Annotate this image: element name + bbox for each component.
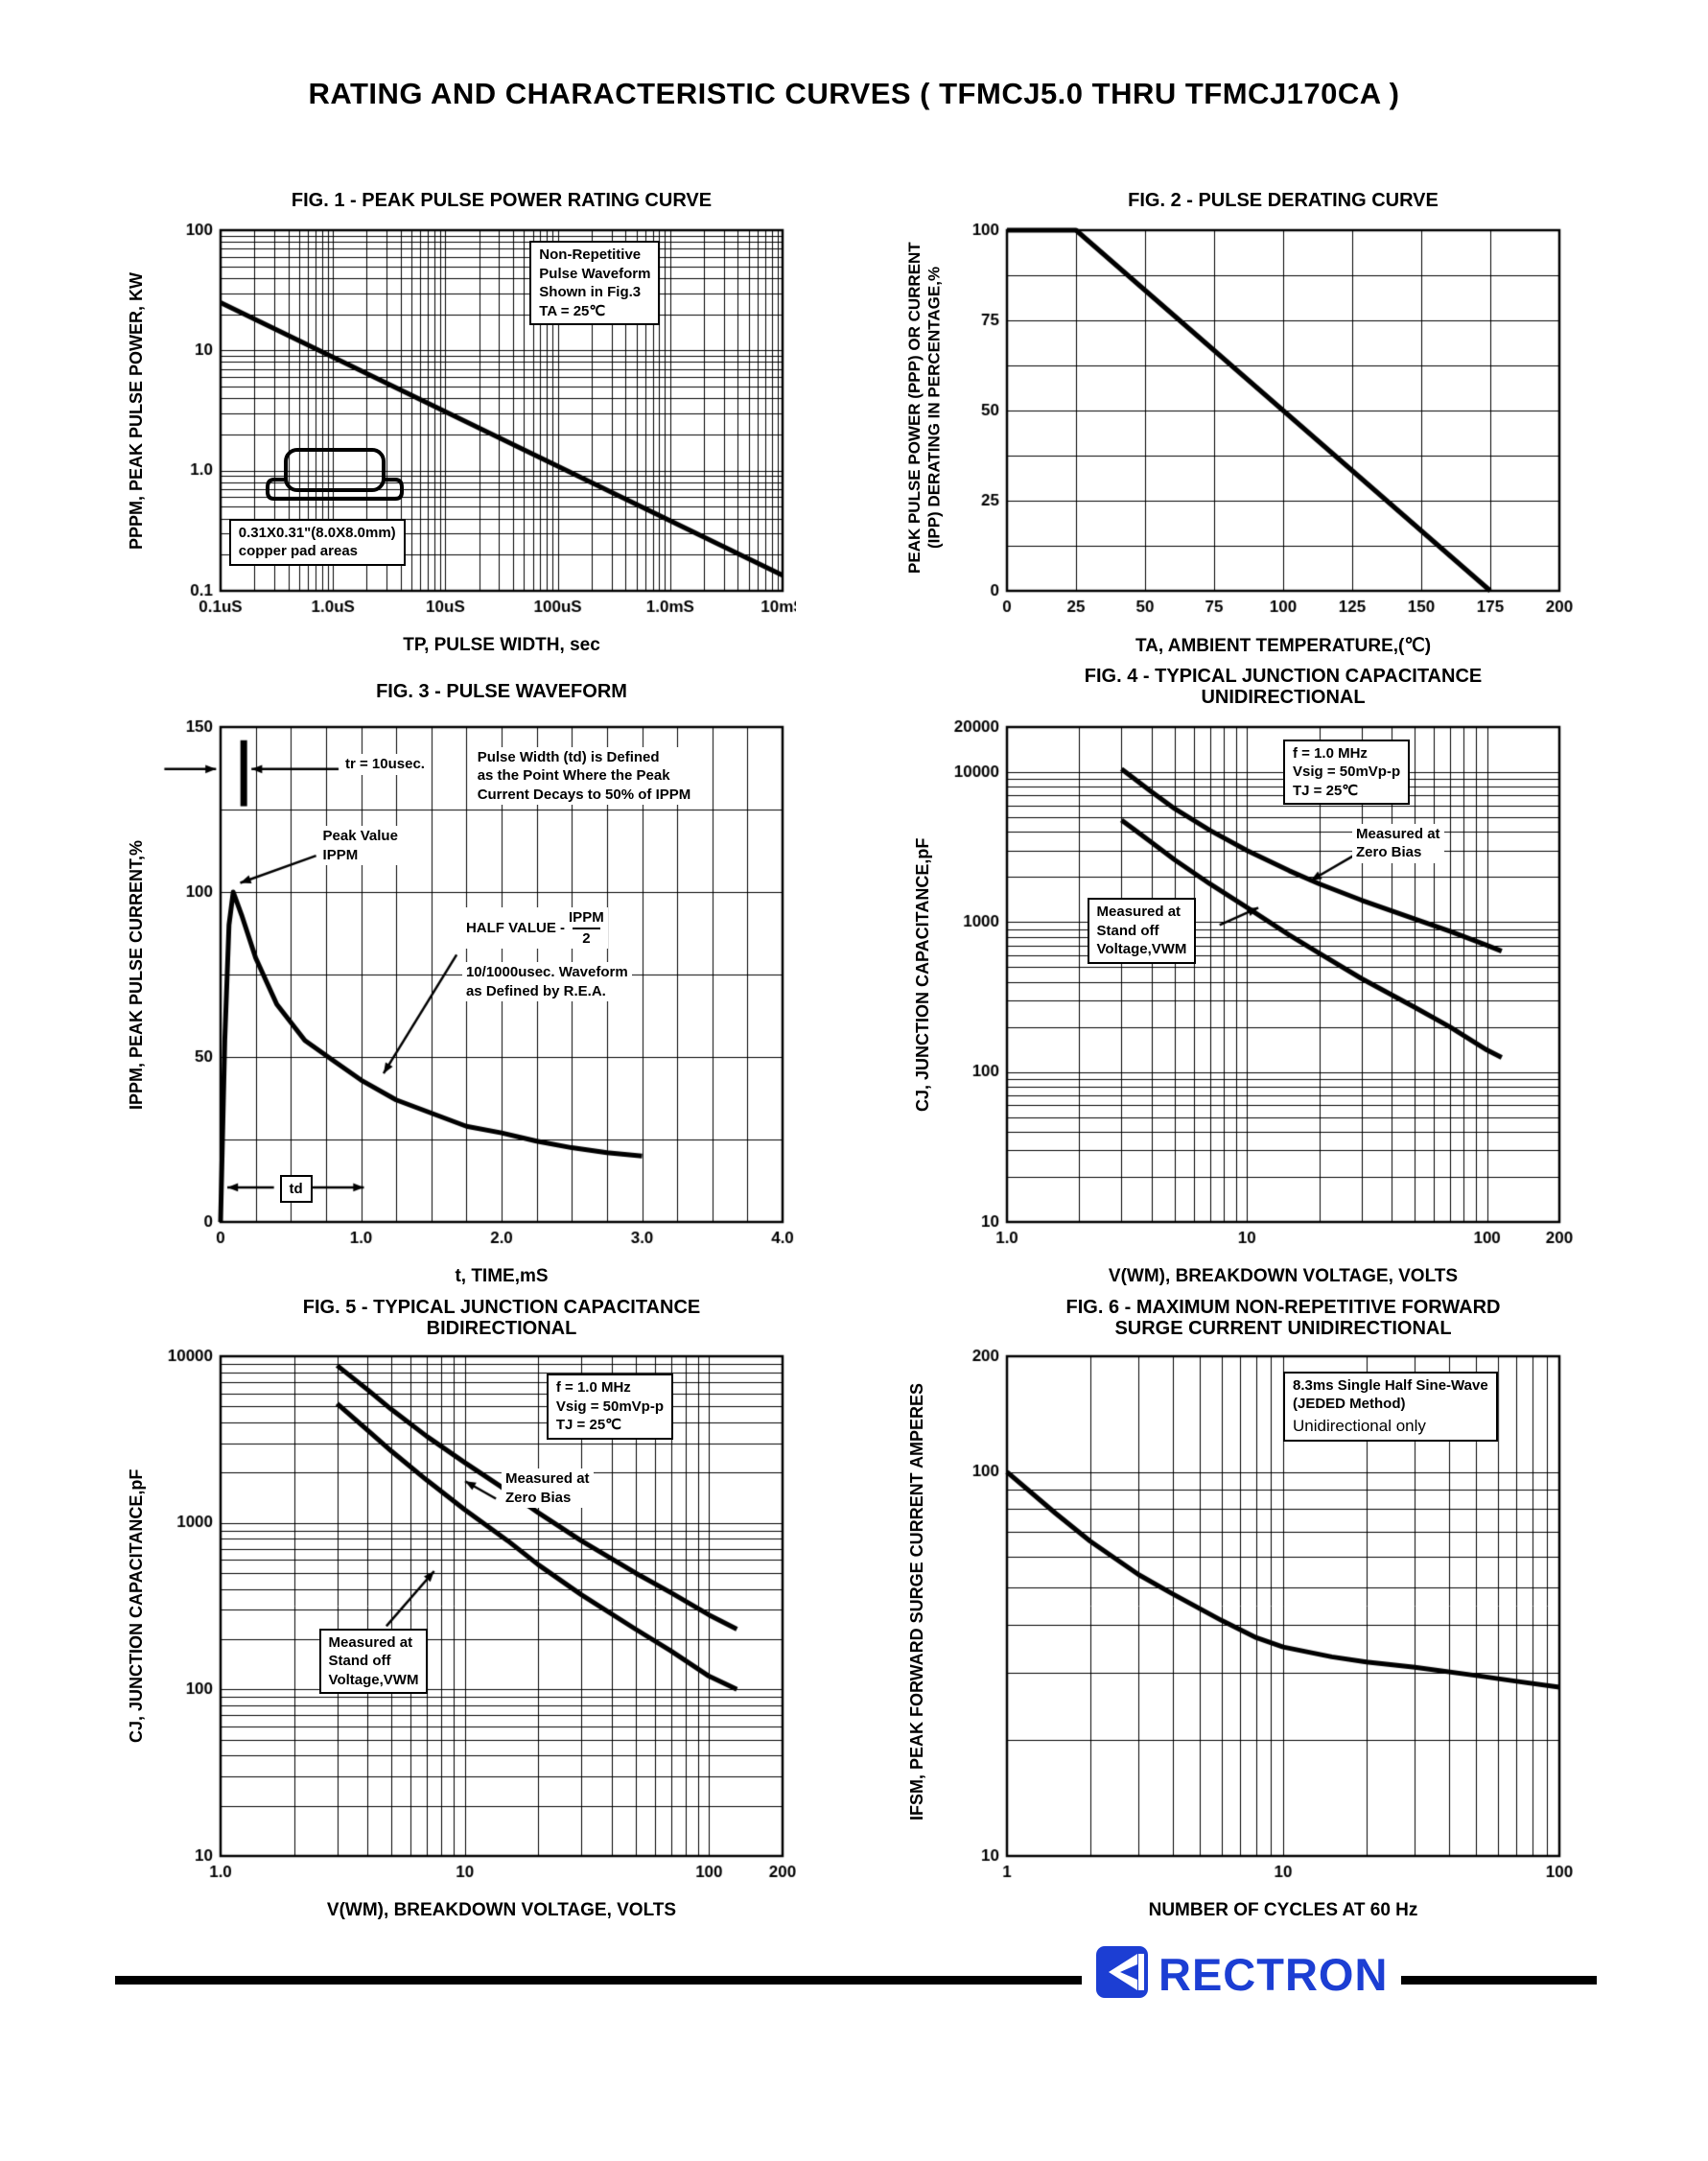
y-axis-label: PEAK PULSE POWER (PPP) OR CURRENT (IPP) …: [905, 242, 944, 574]
y-axis-label: IFSM, PEAK FORWARD SURGE CURRENT AMPERES: [907, 1382, 926, 1821]
fig3-plot-canvas: [163, 717, 796, 1264]
x-axis-label: t, TIME,mS: [455, 1266, 549, 1286]
rectron-logo: RECTRON: [1082, 1943, 1402, 2005]
x-axis-label: V(WM), BREAKDOWN VOLTAGE, VOLTS: [1108, 1266, 1459, 1286]
fig4-junction-capacitance-unidirectional-chart: FIG. 4 - TYPICAL JUNCTION CAPACITANCE UN…: [901, 662, 1659, 1314]
fig6-plot-canvas: [949, 1347, 1573, 1898]
y-axis-label: CJ, JUNCTION CAPACITANCE,pF: [127, 1468, 146, 1744]
fig5-plot-canvas: [163, 1347, 796, 1898]
chart-title: FIG. 6 - MAXIMUM NON-REPETITIVE FORWARD: [1065, 1297, 1501, 1318]
x-axis-label: TA, AMBIENT TEMPERATURE,(℃): [1135, 636, 1432, 656]
footer-rule: [115, 1976, 1597, 1985]
chart-title: FIG. 4 - TYPICAL JUNCTION CAPACITANCE: [1084, 666, 1483, 687]
fig2-plot-canvas: [949, 221, 1573, 633]
chart-subtitle: UNIDIRECTIONAL: [1201, 687, 1366, 708]
fig4-plot-canvas: [949, 717, 1573, 1264]
y-axis-label: IPPM, PEAK PULSE CURRENT,%: [127, 839, 146, 1110]
chart-title: FIG. 2 - PULSE DERATING CURVE: [1128, 190, 1439, 211]
chart-subtitle: SURGE CURRENT UNIDIRECTIONAL: [1114, 1318, 1452, 1339]
chart-title: FIG. 1 - PEAK PULSE POWER RATING CURVE: [291, 190, 713, 211]
fig3-pulse-waveform-chart: FIG. 3 - PULSE WAVEFORM IPPM, PEAK PULSE…: [115, 671, 854, 1314]
y-axis-label: CJ, JUNCTION CAPACITANCE,pF: [913, 837, 932, 1112]
fig2-pulse-derating-chart: FIG. 2 - PULSE DERATING CURVE PEAK PULSE…: [901, 182, 1659, 724]
y-axis-label: PPPM, PEAK PULSE POWER, KW: [127, 271, 146, 550]
fig6-surge-current-chart: FIG. 6 - MAXIMUM NON-REPETITIVE FORWARD …: [901, 1295, 1659, 1957]
page-title: RATING AND CHARACTERISTIC CURVES ( TFMCJ…: [308, 77, 1400, 110]
rectron-logo-text: RECTRON: [1158, 1948, 1389, 2000]
chart-title: FIG. 5 - TYPICAL JUNCTION CAPACITANCE: [302, 1297, 701, 1318]
rectron-logo-icon: [1095, 1945, 1149, 2004]
x-axis-label: TP, PULSE WIDTH, sec: [403, 635, 600, 655]
fig1-plot-canvas: [163, 221, 796, 633]
x-axis-label: V(WM), BREAKDOWN VOLTAGE, VOLTS: [326, 1900, 677, 1920]
chart-subtitle: BIDIRECTIONAL: [426, 1318, 577, 1339]
fig5-junction-capacitance-bidirectional-chart: FIG. 5 - TYPICAL JUNCTION CAPACITANCE BI…: [115, 1295, 854, 1957]
chart-title: FIG. 3 - PULSE WAVEFORM: [376, 681, 627, 702]
x-axis-label: NUMBER OF CYCLES AT 60 Hz: [1148, 1900, 1418, 1920]
fig1-peak-pulse-power-chart: FIG. 1 - PEAK PULSE POWER RATING CURVE P…: [115, 182, 854, 724]
